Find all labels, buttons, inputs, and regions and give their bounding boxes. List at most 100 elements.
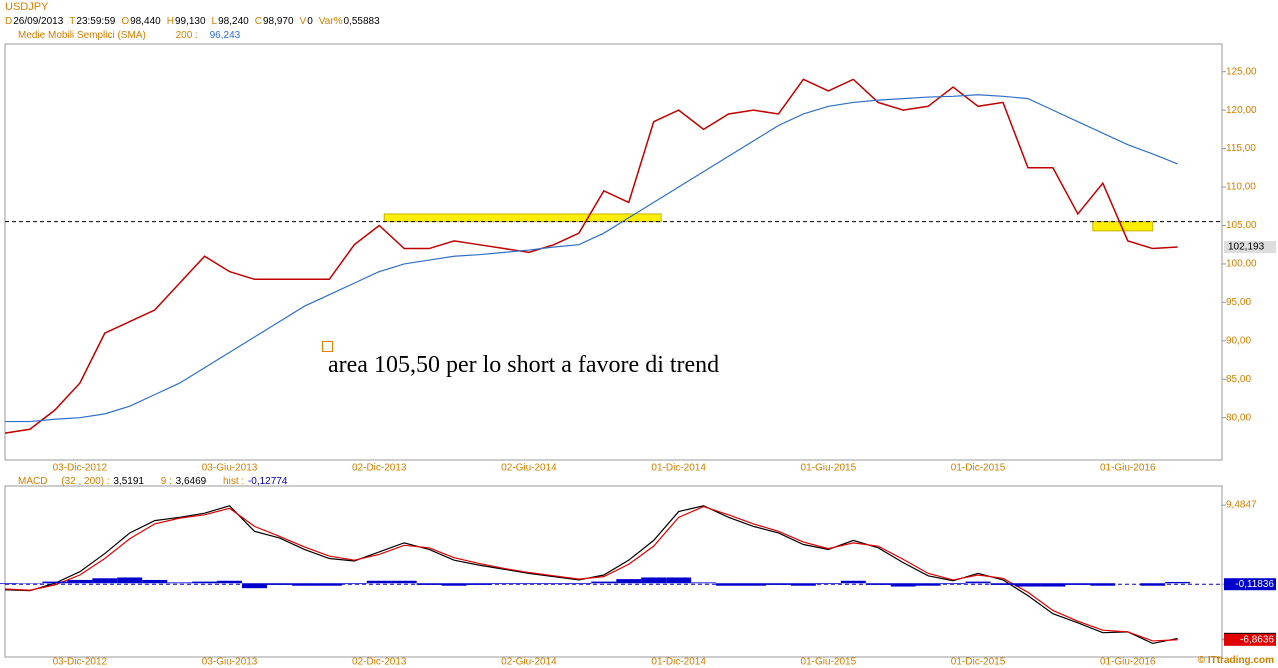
hist-bar <box>92 578 118 584</box>
info-key: Var% <box>318 16 343 27</box>
x-tick-label: 01-Giu-2015 <box>801 657 857 668</box>
hist-bar <box>1165 581 1191 584</box>
hist-bar <box>441 583 467 586</box>
hist-bar <box>266 583 292 585</box>
info-value: 98,240 <box>218 16 249 27</box>
panel-frame <box>4 43 1223 461</box>
hist-bar <box>1015 583 1041 587</box>
x-tick-label: 01-Dic-2014 <box>651 463 706 474</box>
series-line <box>5 94 1178 423</box>
hist-bar <box>366 580 392 584</box>
hist-bar <box>516 583 542 585</box>
info-key: T <box>69 16 76 27</box>
hist-bar <box>217 580 243 584</box>
info-key: C <box>254 16 262 27</box>
hist-bar <box>491 583 517 585</box>
zone <box>383 213 662 223</box>
hist-bar <box>291 583 317 586</box>
hist-bar <box>691 582 717 584</box>
hist-bar <box>1040 583 1066 587</box>
hist-bar <box>142 579 168 584</box>
y-tick-label: -0,11836 <box>1235 579 1274 590</box>
y-label-box <box>1224 578 1276 591</box>
hist-bar <box>765 583 791 585</box>
hist-bar <box>890 583 916 587</box>
x-tick-label: 01-Dic-2015 <box>951 657 1006 668</box>
hist-bar <box>192 581 218 584</box>
hist-bar <box>815 583 841 585</box>
hist-bar <box>915 583 941 586</box>
hist-bar <box>990 583 1016 585</box>
info-key: V <box>299 16 307 27</box>
hist-bar <box>591 581 617 584</box>
hist-bar <box>741 583 766 586</box>
hist-bar <box>666 577 692 584</box>
info-key: O <box>121 16 130 27</box>
hist-bar <box>1090 583 1116 586</box>
x-tick-label: 01-Dic-2014 <box>651 657 706 668</box>
hist-bar <box>341 583 367 585</box>
hist-bar <box>67 579 93 584</box>
hist-bar <box>865 583 891 585</box>
hist-bar <box>641 577 667 584</box>
info-value: 26/09/2013 <box>13 16 64 27</box>
hist-bar <box>790 583 816 586</box>
info-key: H <box>166 16 174 27</box>
y-tick-label: 95,00 <box>1226 297 1251 308</box>
info-value: 23:59:59 <box>76 16 116 27</box>
signal-key: 9 : <box>160 476 172 487</box>
hist-bar <box>42 581 68 584</box>
y-tick-label: 80,00 <box>1226 412 1251 423</box>
macd-name: MACD <box>18 476 48 487</box>
hist-bar <box>965 581 991 584</box>
x-tick-label: 01-Giu-2015 <box>801 463 857 474</box>
hist-bar <box>1065 583 1091 585</box>
x-tick-label: 02-Dic-2013 <box>352 657 407 668</box>
hist-bar <box>541 583 567 585</box>
y-tick-label: 85,00 <box>1226 374 1251 385</box>
macd-params: (32 , 200) : <box>61 476 110 487</box>
annotation: area 105,50 per lo short a favore di tre… <box>328 352 720 378</box>
hist-value: -0,12774 <box>247 476 288 487</box>
y-tick-label: 125,00 <box>1226 66 1257 77</box>
series-line <box>4 78 1178 434</box>
x-tick-label: 03-Giu-2013 <box>202 463 258 474</box>
hist-key: hist : <box>223 476 245 487</box>
macd-value: 3,5191 <box>113 476 144 487</box>
y-tick-label: 110,00 <box>1226 182 1256 193</box>
info-line: D26/09/2013 T23:59:59 O98,440 H99,130 L98,24… <box>5 16 386 27</box>
hist-bar <box>566 583 592 585</box>
hist-bar <box>616 579 642 584</box>
hist-bar <box>117 577 143 584</box>
hist-bar <box>716 583 742 586</box>
y-tick-label: 105,00 <box>1226 220 1257 231</box>
hist-bar <box>242 583 267 589</box>
x-tick-label: 01-Giu-2016 <box>1100 657 1156 668</box>
x-tick-label: 02-Giu-2014 <box>501 657 557 668</box>
hist-bar <box>840 580 866 584</box>
y-tick-label: 120,00 <box>1226 105 1257 116</box>
info-value: 98,440 <box>130 16 161 27</box>
y-tick-label: 100,00 <box>1226 259 1257 270</box>
hist-bar <box>466 583 492 585</box>
y-tick-label: 115,00 <box>1226 143 1256 154</box>
hist-bar <box>416 583 442 585</box>
x-tick-label: 01-Dic-2015 <box>951 463 1006 474</box>
hist-bar <box>0 583 18 585</box>
info-key: L <box>211 16 218 27</box>
symbol: USDJPY <box>5 1 49 13</box>
series-line <box>4 505 1178 642</box>
info-value: 0,55883 <box>343 16 380 27</box>
macd-line: MACD (32 , 200) : 3,5191 9 : 3,6469 hist… <box>18 476 287 487</box>
last-label: 102,193 <box>1228 242 1265 253</box>
y-tick-label: -6,8636 <box>1240 634 1274 645</box>
hist-bar <box>167 582 193 584</box>
footer: © ITtrading.com <box>1197 655 1274 666</box>
x-tick-label: 03-Dic-2012 <box>53 657 108 668</box>
x-tick-label: 01-Giu-2016 <box>1100 463 1156 474</box>
last-box <box>1224 241 1276 254</box>
sma-name: Medie Mobili Semplici (SMA) <box>18 30 146 41</box>
x-tick-label: 02-Dic-2013 <box>352 463 407 474</box>
